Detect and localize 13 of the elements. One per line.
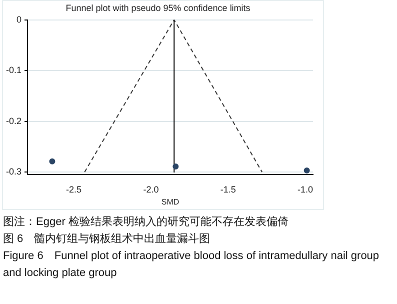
y-tick-label: 0	[16, 14, 22, 24]
x-tick-label: -2.0	[143, 184, 159, 194]
x-axis-title: SMD	[161, 197, 180, 206]
chart-title: Funnel plot with pseudo 95% confidence limits	[66, 2, 251, 13]
y-tick-label: -0.1	[6, 65, 22, 76]
y-tick-label: -0.2	[6, 116, 22, 126]
caption: Figure 6 Funnel plot of intraoperative blood loss of intramedullary nail group and locking plate group	[3, 249, 380, 281]
text: 图注：Egger 检验结果表明纳入的研究可能不存在发表偏倚	[3, 214, 290, 230]
x-tick-label: -1.5	[220, 184, 236, 194]
y-tick-label: -0.3	[6, 166, 22, 177]
x-tick-label: -2.5	[66, 184, 82, 194]
caption: 图 6 髓内钉组与钢板组术中出血量漏斗图	[3, 232, 212, 247]
x-tick-label: -1.0	[298, 184, 314, 194]
